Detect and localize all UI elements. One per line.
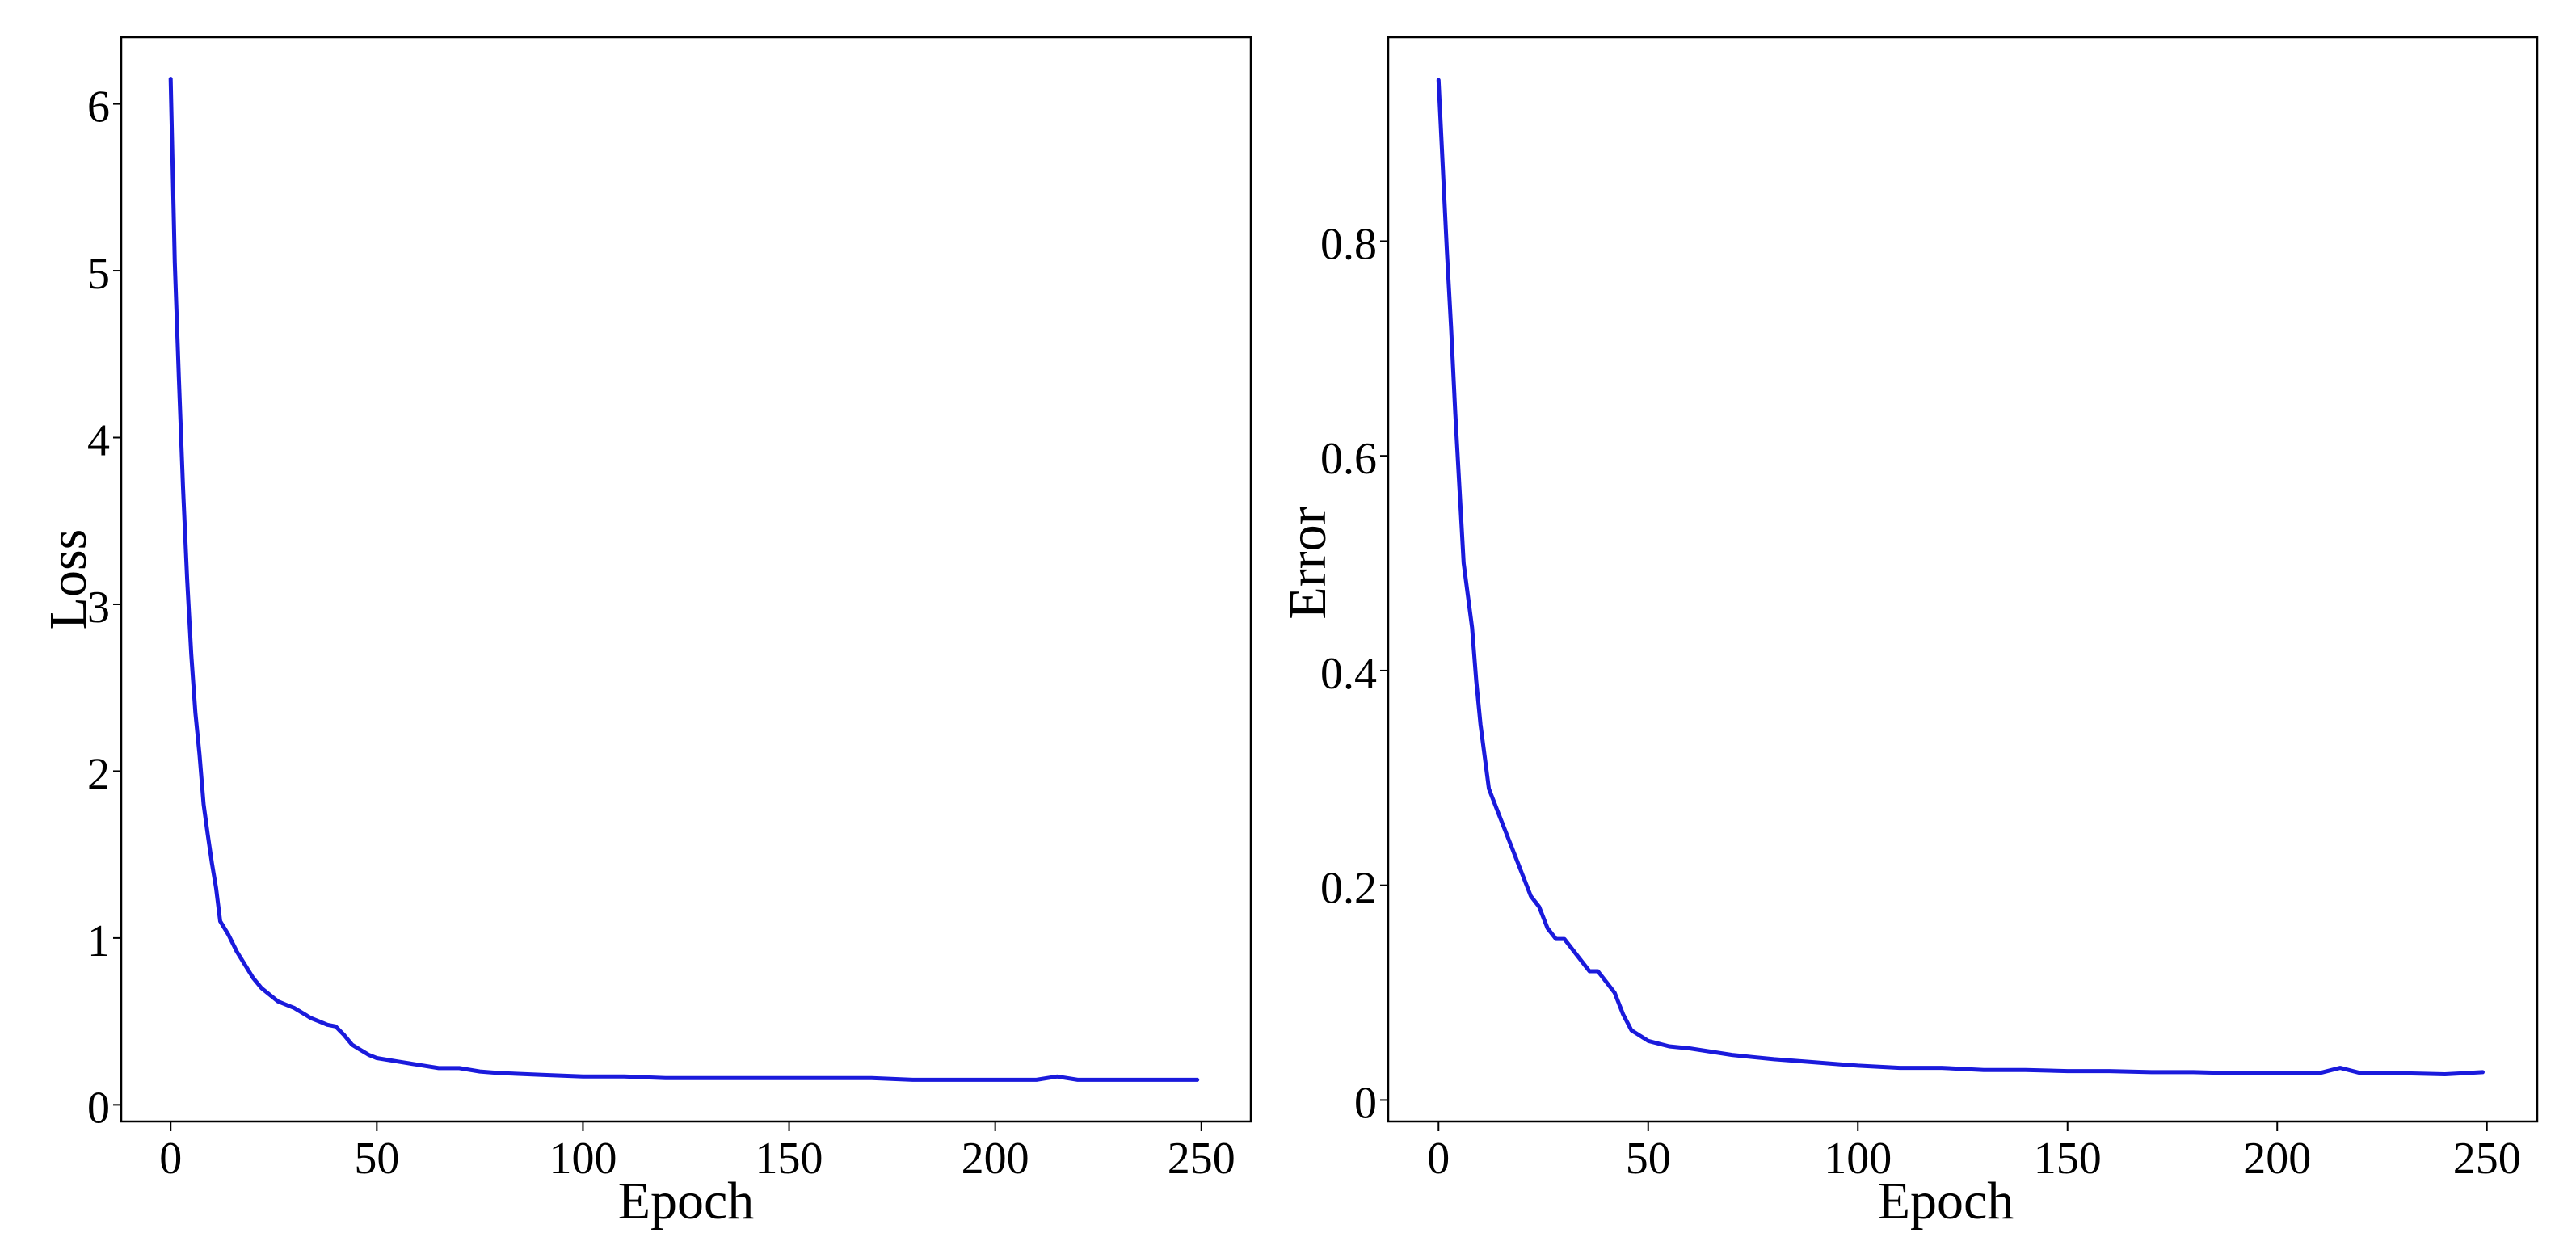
error-x-tick-label: 200 [2243, 1134, 2311, 1184]
loss-series-line [168, 77, 1200, 1082]
error-x-tick-label: 150 [2034, 1134, 2102, 1184]
loss-x-tick-label: 100 [549, 1134, 617, 1184]
error-y-tick-label: 0.8 [1320, 219, 1377, 269]
error-y-ticks: 0 0.2 0.4 0.6 0.8 [1320, 219, 1388, 1128]
error-y-tick-label: 0.4 [1320, 649, 1377, 699]
error-series-line [1436, 78, 2485, 1076]
loss-chart: 0 50 100 150 200 250 0 1 2 3 4 5 6 Epoch Loss [39, 36, 1252, 1231]
loss-y-tick-label: 0 [87, 1083, 110, 1133]
error-x-tick-label: 0 [1427, 1134, 1450, 1184]
loss-plot-frame [120, 36, 1252, 1123]
loss-y-tick-label: 5 [87, 249, 110, 299]
loss-x-ticks: 0 50 100 150 200 250 [159, 1121, 1235, 1184]
loss-y-tick-label: 1 [87, 916, 110, 966]
loss-series [168, 77, 1200, 1082]
error-y-tick-label: 0.6 [1320, 434, 1377, 484]
error-series [1436, 78, 2485, 1076]
loss-x-tick-label: 150 [756, 1134, 823, 1184]
loss-x-tick-label: 0 [159, 1134, 182, 1184]
loss-y-tick-label: 2 [87, 749, 110, 799]
error-x-tick-label: 250 [2453, 1134, 2521, 1184]
error-plot-frame [1387, 36, 2539, 1123]
error-chart: 0 50 100 150 200 250 0 0.2 0.4 0.6 0.8 Epoch Erro… [1278, 36, 2539, 1231]
loss-x-axis-label: Epoch [618, 1172, 755, 1231]
loss-y-axis-label: Loss [39, 529, 98, 630]
loss-x-tick-label: 50 [354, 1134, 399, 1184]
error-x-axis-label: Epoch [1878, 1172, 2014, 1231]
error-y-axis-label: Error [1278, 507, 1337, 619]
error-y-tick-label: 0.2 [1320, 864, 1377, 914]
error-x-ticks: 0 50 100 150 200 250 [1427, 1121, 2521, 1184]
loss-x-tick-label: 250 [1168, 1134, 1235, 1184]
loss-y-ticks: 0 1 2 3 4 5 6 [87, 82, 121, 1133]
error-y-tick-label: 0 [1354, 1078, 1377, 1128]
loss-y-tick-label: 4 [87, 416, 110, 466]
error-x-tick-label: 50 [1626, 1134, 1671, 1184]
loss-y-tick-label: 6 [87, 82, 110, 133]
error-x-tick-label: 100 [1824, 1134, 1892, 1184]
loss-x-tick-label: 200 [962, 1134, 1029, 1184]
loss-y-tick-label: 3 [87, 583, 110, 633]
